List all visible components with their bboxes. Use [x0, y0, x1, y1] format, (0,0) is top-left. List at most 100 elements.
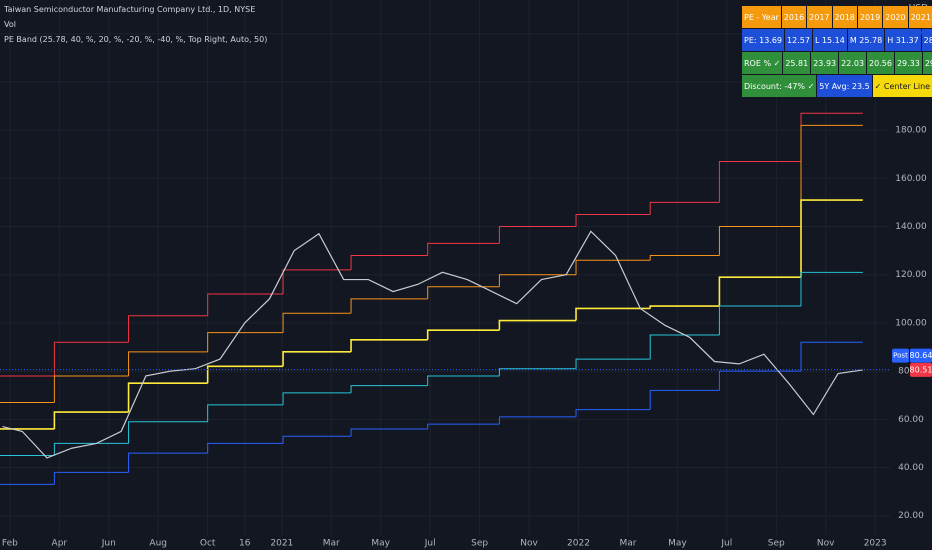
band-step [282, 435, 352, 444]
band-step [800, 199, 863, 278]
band-step [800, 271, 863, 307]
table-cell: 2020 [883, 6, 908, 28]
band-step [282, 392, 352, 405]
y-tick-label: 160.00 [895, 174, 927, 184]
band-step [207, 404, 284, 422]
table-cell: 2019 [857, 6, 883, 28]
band-step [498, 226, 577, 244]
band-step [350, 338, 428, 352]
x-tick-label: Nov [817, 539, 835, 549]
band-step [718, 370, 801, 391]
price-line [2, 230, 863, 459]
band-step [498, 274, 577, 287]
band-step [53, 442, 129, 456]
band-step [649, 334, 720, 360]
table-cell: ✓ Center Line 25.78 [872, 75, 932, 97]
band-step [282, 351, 352, 367]
table-cell: 2017 [807, 6, 832, 28]
table-cell: 2018 [832, 6, 857, 28]
band-step [282, 269, 352, 295]
price-tag-box [892, 348, 909, 363]
table-cell: 12.57 [785, 29, 812, 51]
x-tick-label: Oct [200, 539, 216, 549]
band-step [498, 368, 577, 376]
table-cell: 22.03 [839, 52, 867, 74]
band-step [575, 409, 651, 417]
band-step [427, 375, 500, 386]
band-step [498, 416, 577, 425]
band-step [718, 305, 801, 335]
band-step [427, 242, 500, 256]
table-cell: 20.56 [867, 52, 894, 74]
x-tick-label: Mar [619, 539, 636, 549]
table-row: Discount: -47% ✓ 5Y Avg: 23.5 ✓ Center Lin… [742, 75, 932, 97]
x-tick-label: Jun [101, 539, 116, 549]
band-step [128, 351, 208, 376]
band-step [649, 305, 720, 309]
band-step [498, 319, 577, 331]
band-step [575, 358, 651, 369]
table-cell: 29.33 [894, 52, 922, 74]
band-step [207, 442, 284, 454]
price-tag-value: 80.64 [910, 351, 932, 360]
table-cell: Discount: -47% ✓ [742, 75, 817, 97]
band-step [426, 329, 500, 340]
band-step [350, 254, 428, 270]
band-step [207, 332, 284, 352]
band-step [718, 160, 801, 203]
band-step [649, 201, 720, 215]
x-tick-label: May [668, 539, 687, 549]
band-step [427, 286, 500, 299]
table-cell: 25.81 [783, 52, 811, 74]
band-step [575, 307, 651, 321]
band-step [575, 213, 651, 227]
table-row: PE - Year 2016 2017 2018 2019 2020 2021 [742, 6, 932, 28]
band-step [350, 428, 428, 437]
x-tick-label: Apr [52, 539, 68, 549]
y-tick-label: 180.00 [895, 126, 927, 136]
band-step [207, 293, 284, 316]
band-step [53, 375, 129, 403]
y-tick-label: 60.00 [898, 415, 924, 425]
y-tick-label: 120.00 [895, 270, 927, 280]
x-tick-label: Aug [149, 539, 167, 549]
band-step [282, 312, 352, 333]
band-step [649, 389, 720, 410]
price-tag [910, 348, 932, 363]
price-tag [910, 362, 932, 377]
band-step [128, 452, 208, 473]
band-step [206, 365, 284, 384]
x-tick-label: 2021 [270, 539, 293, 549]
table-cell: 29.62 [922, 52, 932, 74]
table-cell: 5Y Avg: 23.5 [817, 75, 872, 97]
band-step [127, 382, 208, 413]
x-tick-label: Mar [323, 539, 340, 549]
band-step [128, 421, 208, 444]
indicator-label: PE Band (25.78, 40, %, 20, %, -20, %, -4… [4, 35, 268, 44]
y-tick-label: 40.00 [898, 463, 924, 473]
band-step [128, 315, 208, 343]
y-tick-label: 20.00 [898, 511, 924, 521]
x-tick-label: Sep [768, 539, 785, 549]
table-cell: PE: 13.69 [742, 29, 785, 51]
info-table: PE - Year 2016 2017 2018 2019 2020 2021 PE: 13.… [742, 6, 932, 98]
band-step [350, 385, 428, 393]
x-tick-label: 2023 [864, 539, 887, 549]
band-step [53, 341, 129, 376]
x-tick-label: May [371, 539, 390, 549]
x-tick-label: 16 [239, 539, 251, 549]
band-step [800, 341, 863, 372]
band-step [718, 276, 801, 307]
volume-label: Vol [4, 20, 16, 29]
y-tick-label: 100.00 [895, 318, 927, 328]
table-cell: M 25.78 [847, 29, 885, 51]
band-step [649, 254, 720, 261]
x-tick-label: 2022 [567, 539, 590, 549]
band-step [350, 298, 428, 314]
band-step [718, 226, 801, 256]
price-tag-label: Post [893, 352, 908, 360]
band-step [53, 471, 129, 485]
